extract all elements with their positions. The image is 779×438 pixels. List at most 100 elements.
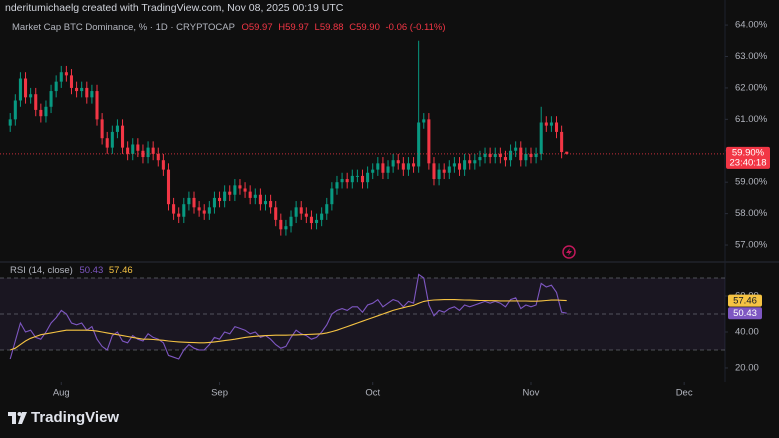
candle-body [8, 119, 12, 126]
candle-body [187, 197, 191, 205]
y-tick-label: 20.00 [735, 362, 759, 373]
alert-bolt [566, 248, 572, 256]
candle-body [544, 122, 548, 126]
logo-mark [8, 412, 16, 424]
ohlc-high: H59.97 [278, 22, 309, 33]
candle-body [126, 147, 130, 154]
candle-body [391, 160, 395, 167]
logo-slash [18, 412, 27, 424]
candle-body [524, 153, 528, 161]
candle-body [422, 119, 426, 123]
rsi-line [9, 273, 567, 360]
credit: nderitumichaelg created with TradingView… [5, 2, 344, 14]
candle-body [452, 163, 456, 167]
candle-body [381, 163, 385, 173]
candle-body [565, 151, 569, 154]
candle-body [49, 91, 53, 107]
candle-body [39, 109, 43, 117]
candle-body [212, 197, 216, 208]
candle-body [64, 72, 68, 76]
rsi-legend: RSI (14, close) 50.43 57.46 [10, 265, 133, 276]
candle-body [463, 160, 467, 170]
candle-body [519, 147, 523, 161]
candle-body [483, 153, 487, 158]
candle-body [54, 81, 58, 92]
candle-body [473, 160, 477, 164]
rsi-ma-line [10, 299, 567, 351]
candle-body [177, 213, 181, 217]
candle-body [437, 169, 441, 180]
candle-body [228, 191, 232, 195]
y-tick-label: 64.00% [735, 20, 768, 31]
candle-body [238, 185, 242, 189]
candle-body [335, 182, 339, 189]
last-price-tag [726, 146, 770, 169]
candle-body [315, 219, 319, 224]
y-tick-label: 61.00% [735, 114, 768, 125]
candle-body [69, 75, 74, 88]
candle-body [289, 216, 293, 227]
candle-body [223, 191, 227, 202]
candle-body [406, 163, 410, 170]
candle-body [156, 153, 160, 161]
candle-body [376, 163, 380, 170]
candle-body [345, 179, 349, 183]
candle-body [151, 147, 155, 154]
candle-body [401, 163, 405, 170]
candle-body [90, 91, 94, 98]
rsi-value: 50.43 [79, 265, 103, 276]
alert-icon[interactable] [562, 245, 576, 259]
last-value-label: 50.43 [733, 308, 757, 319]
candle-body [396, 160, 400, 164]
candle-body [304, 213, 308, 217]
y-tick-label: 59.00% [735, 177, 768, 188]
y-tick-label: 58.00% [735, 208, 768, 219]
y-tick-label: 57.00% [735, 240, 768, 251]
candle-body [539, 122, 543, 154]
title: Market Cap BTC Dominance, % · 1D · CRYPT… [12, 22, 235, 33]
candle-body [136, 144, 140, 151]
candle-body [340, 179, 344, 183]
candle-body [417, 122, 421, 167]
last-value-label: 57.46 [733, 296, 757, 307]
candle-body [141, 150, 145, 158]
candle-body [554, 122, 559, 132]
x-tick-label: Aug [53, 388, 70, 399]
countdown: 23:40:18 [730, 157, 767, 168]
candle-body [233, 185, 237, 195]
candle-body [13, 100, 17, 120]
candle-body [294, 207, 298, 217]
candle-body [182, 204, 186, 217]
x-tick-label: Oct [365, 388, 380, 399]
candle-body [100, 119, 104, 139]
chart-title: Market Cap BTC Dominance, % · 1D · CRYPT… [12, 22, 446, 33]
candle-body [115, 125, 119, 132]
ohlc-open: O59.97 [241, 22, 272, 33]
y-tick-label: 63.00% [735, 51, 768, 62]
candle-body [263, 201, 268, 205]
candle-body [432, 163, 436, 180]
candle-body [279, 219, 283, 230]
candle-body [360, 175, 365, 183]
ohlc-low: L59.88 [315, 22, 344, 33]
candle-body [172, 204, 176, 214]
candle-body [529, 153, 533, 158]
candle-body [509, 150, 513, 161]
candle-body [488, 153, 492, 158]
candle-body [105, 138, 109, 148]
candle-body [478, 157, 482, 161]
candle-body [493, 153, 497, 158]
candle-body [23, 78, 28, 98]
candle-body [131, 144, 135, 154]
candle-body [309, 216, 313, 224]
x-tick-label: Dec [676, 388, 693, 399]
candle-body [549, 122, 553, 126]
brand: TradingView [31, 409, 119, 426]
logo-dot [17, 412, 22, 416]
candle-body [534, 153, 538, 158]
last-value-tag [728, 307, 762, 320]
candle-body [218, 197, 222, 202]
last-price-label: 59.90% [732, 147, 765, 158]
candle-body [85, 87, 89, 98]
